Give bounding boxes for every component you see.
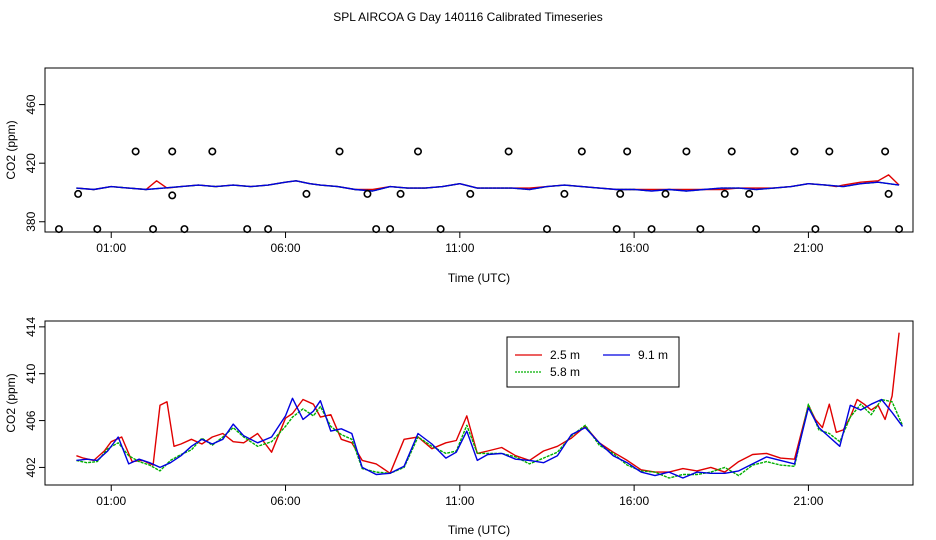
- top-x-axis: 01:00 06:00 11:00 16:00 21:00: [96, 232, 824, 255]
- legend-label-5-8m: 5.8 m: [550, 365, 580, 379]
- x-tick-label: 01:00: [96, 241, 126, 255]
- x-tick-label: 11:00: [445, 494, 474, 508]
- calibration-point: [811, 225, 820, 234]
- calibration-point: [413, 147, 422, 156]
- calibration-point: [696, 225, 705, 234]
- calibration-point: [616, 189, 625, 198]
- x-tick-label: 16:00: [619, 241, 649, 255]
- bottom-y-axis: 402 406 410 414: [24, 317, 45, 477]
- top-plot-frame: [44, 67, 914, 233]
- calibration-point: [386, 225, 395, 234]
- calibration-point: [682, 147, 691, 156]
- calibration-point: [168, 147, 177, 156]
- calibration-point: [208, 147, 217, 156]
- y-tick-label: 420: [24, 153, 38, 173]
- calibration-point: [612, 225, 621, 234]
- calibration-point: [863, 225, 872, 234]
- x-tick-label: 06:00: [271, 241, 301, 255]
- bottom-series-group: [76, 332, 904, 479]
- series-line-9-1-m: [76, 397, 904, 479]
- calibration-point: [790, 147, 799, 156]
- calibration-point: [504, 147, 513, 156]
- calibration-point: [881, 147, 890, 156]
- bottom-panel: 402 406 410 414 01:00 06:00 11:00 16:00 21:00 T…: [4, 317, 914, 537]
- calibration-point: [745, 189, 754, 198]
- calibration-point: [180, 225, 189, 234]
- calibration-point: [436, 225, 445, 234]
- x-tick-label: 01:00: [96, 494, 126, 508]
- calibration-point: [647, 225, 656, 234]
- bottom-x-axis-title: Time (UTC): [448, 523, 510, 537]
- calibration-point: [895, 225, 904, 234]
- calibration-point: [396, 189, 405, 198]
- calibration-point: [661, 189, 670, 198]
- calibration-point: [542, 225, 551, 234]
- calibration-point: [752, 225, 761, 234]
- bottom-plot-frame: [44, 320, 914, 486]
- top-y-axis-title: CO2 (ppm): [4, 120, 18, 179]
- calibration-point: [243, 225, 252, 234]
- calibration-point: [54, 225, 63, 234]
- calibration-point: [884, 189, 893, 198]
- y-tick-label: 410: [24, 363, 38, 383]
- series-line-2-5-m: [76, 332, 900, 474]
- calibration-point: [93, 225, 102, 234]
- calibration-point: [466, 189, 475, 198]
- top-x-axis-title: Time (UTC): [448, 271, 510, 285]
- x-tick-label: 11:00: [445, 241, 474, 255]
- series-line-5-8-m: [76, 398, 904, 479]
- legend-label-2-5m: 2.5 m: [550, 348, 580, 362]
- calibration-point: [372, 225, 381, 234]
- top-panel: 380 420 460 01:00 06:00 11:00 16:00 21:00 Time…: [4, 67, 914, 285]
- calibration-point: [264, 225, 273, 234]
- legend: 2.5 m 9.1 m 5.8 m: [506, 336, 680, 388]
- calibration-point: [74, 189, 83, 198]
- bottom-y-axis-title: CO2 (ppm): [4, 373, 18, 432]
- calibration-point: [825, 147, 834, 156]
- top-y-axis: 380 420 460: [24, 94, 45, 232]
- calibration-point: [168, 191, 177, 200]
- y-tick-label: 380: [24, 211, 38, 231]
- series-line-9-1-m: [76, 180, 900, 192]
- calibration-point: [727, 147, 736, 156]
- y-tick-label: 406: [24, 410, 38, 430]
- top-series-group: [54, 147, 904, 234]
- calibration-point: [335, 147, 344, 156]
- y-tick-label: 402: [24, 457, 38, 477]
- bottom-x-axis: 01:00 06:00 11:00 16:00 21:00: [96, 485, 824, 508]
- x-tick-label: 16:00: [619, 494, 649, 508]
- calibration-point: [577, 147, 586, 156]
- calibration-point: [363, 189, 372, 198]
- y-tick-label: 460: [24, 94, 38, 114]
- x-tick-label: 21:00: [793, 494, 823, 508]
- calibration-point: [131, 147, 140, 156]
- y-tick-label: 414: [24, 317, 38, 337]
- x-tick-label: 21:00: [793, 241, 823, 255]
- calibration-point: [302, 189, 311, 198]
- legend-box: [506, 336, 680, 388]
- calibration-point: [623, 147, 632, 156]
- calibration-point: [720, 189, 729, 198]
- x-tick-label: 06:00: [271, 494, 301, 508]
- legend-label-9-1m: 9.1 m: [638, 348, 668, 362]
- calibration-point: [149, 225, 158, 234]
- calibration-point: [560, 189, 569, 198]
- figure-title: SPL AIRCOA G Day 140116 Calibrated Times…: [333, 10, 602, 24]
